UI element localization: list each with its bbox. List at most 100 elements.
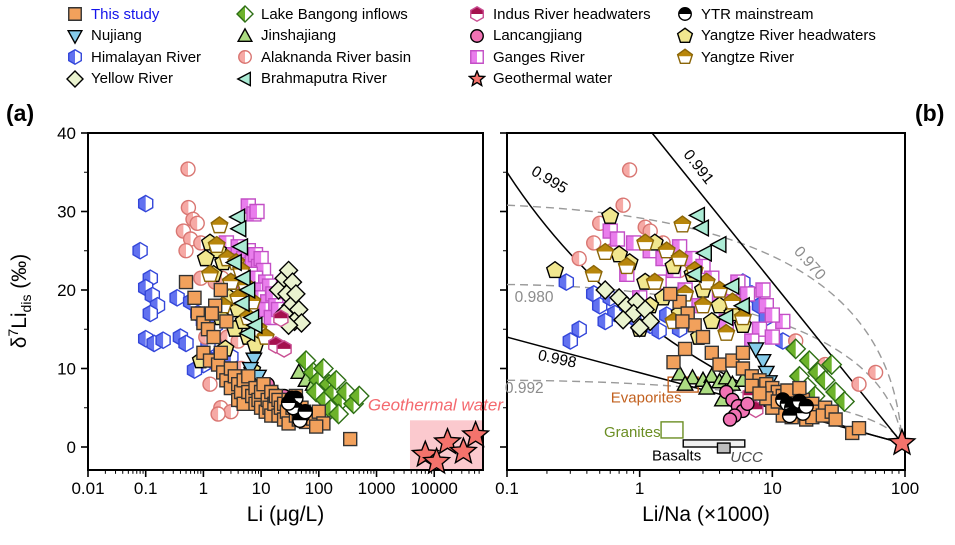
lancangjiang-marker-icon	[470, 28, 484, 43]
data-point-geothermal-water	[887, 427, 917, 456]
data-point-this-study	[178, 274, 194, 290]
legend-label: Lancangjiang	[493, 27, 583, 45]
data-point-alaknanda-river-basin	[867, 364, 884, 381]
line-label-0.998: 0.998	[536, 347, 577, 372]
data-point-this-study	[206, 329, 221, 345]
x-tick-label: 100	[305, 479, 333, 498]
legend-label: This study	[91, 5, 160, 23]
data-point-yangtze-river	[676, 48, 694, 65]
ganges-river-marker-icon	[470, 50, 484, 65]
legend-item-jinshajiang: Jinshajiang	[236, 26, 336, 46]
legend-label: Lake Bangong inflows	[261, 5, 408, 23]
data-point-himalayan-river	[178, 334, 194, 353]
data-point-lake-bangong-inflows	[348, 385, 370, 407]
series-yellow-river-b	[595, 280, 661, 338]
data-point-alaknanda-river-basin	[178, 243, 194, 259]
series-brahmaputra-river-a	[224, 207, 263, 343]
data-point-jinshajiang	[697, 378, 716, 395]
legend-label: Yangtze River headwaters	[701, 27, 876, 45]
y-tick-label: 30	[57, 202, 76, 221]
yellow-river-marker-icon	[66, 69, 84, 88]
data-point-this-study	[712, 357, 727, 372]
data-point-ganges-river	[764, 329, 780, 345]
y-axis-title: δ7Lidis (‰)	[5, 254, 34, 349]
data-point-this-study	[792, 380, 807, 396]
data-point-alaknanda-river-basin	[180, 161, 196, 177]
legend-label: Himalayan River	[91, 48, 202, 66]
data-point-himalayan-river	[155, 331, 171, 350]
data-point-himalayan-river	[571, 320, 587, 339]
x-tick-label: 0.1	[134, 479, 158, 498]
data-point-himalayan-river	[597, 312, 613, 331]
x-axis-title-b: Li/Na (×1000)	[642, 503, 770, 526]
ytr-mainstream-marker-icon	[678, 7, 692, 21]
data-point-brahmaputra-river	[245, 316, 263, 335]
jinshajiang-marker-icon	[236, 26, 254, 42]
data-point-jinshajiang	[676, 374, 694, 391]
mixing-curve-0.970	[506, 204, 903, 444]
series-geothermal-water-a	[410, 419, 491, 475]
data-point-nujiang	[245, 352, 263, 369]
x-tick-label: 10	[763, 479, 782, 498]
data-point-this-study	[241, 369, 256, 384]
legend-item-geothermal-water: Geothermal water	[468, 69, 612, 89]
data-point-yangtze-river	[697, 272, 716, 290]
data-point-alaknanda-river-basin	[189, 215, 205, 231]
legend-label: Alaknanda River basin	[261, 48, 412, 66]
data-point-yangtze-river	[693, 296, 713, 314]
ucc-box	[716, 442, 731, 454]
legend-item-this-study: This study	[66, 4, 159, 24]
brahmaputra-river-marker-icon	[236, 71, 252, 87]
data-point-alaknanda-river-basin	[571, 250, 587, 267]
data-point-ganges-river	[739, 286, 756, 302]
series-geothermal-water-b	[887, 427, 917, 456]
data-point-ganges-river	[764, 307, 780, 323]
data-point-brahmaputra-river	[709, 235, 727, 254]
curve-label-0.992: 0.992	[505, 380, 544, 397]
x-tick-label: 1	[635, 479, 644, 498]
plot-border-a	[87, 132, 484, 471]
data-point-brahmaputra-river	[732, 296, 750, 315]
data-point-brahmaputra-river	[694, 244, 712, 263]
data-point-this-study	[213, 282, 229, 298]
nujiang-marker-icon	[66, 29, 84, 45]
data-point-yangtze-river	[717, 323, 736, 341]
data-point-geothermal-water	[421, 446, 452, 475]
data-point-jinshajiang	[236, 26, 254, 42]
y-tick-label: 0	[67, 438, 76, 457]
data-point-ytr-mainstream	[798, 398, 814, 414]
data-point-this-study	[219, 314, 234, 329]
data-point-himalayan-river	[68, 49, 82, 66]
data-point-brahmaputra-river	[716, 308, 734, 327]
yangtze-river-headwaters-marker-icon	[676, 26, 694, 43]
legend-item-indus-river-headwaters: Indus River headwaters	[468, 4, 651, 24]
geothermal-water-marker-icon	[468, 69, 486, 87]
legend-item-himalayan-river: Himalayan River	[66, 47, 201, 67]
data-point-yellow-river	[595, 280, 616, 300]
data-point-ytr-mainstream	[297, 404, 313, 420]
data-point-jinshajiang	[702, 366, 721, 383]
data-point-himalayan-river	[132, 241, 148, 260]
data-point-this-study	[204, 306, 220, 321]
data-point-lake-bangong-inflows	[798, 350, 820, 372]
basalts-label: Basalts	[652, 448, 701, 465]
data-point-yangtze-river-headwaters	[702, 311, 721, 330]
data-point-this-study	[828, 412, 843, 427]
data-point-alaknanda-river-basin	[210, 406, 226, 422]
curve-label-0.980: 0.980	[515, 289, 554, 306]
data-point-alaknanda-river-basin	[202, 376, 218, 392]
data-point-lake-bangong-inflows	[305, 381, 327, 403]
y-tick-label: 20	[57, 281, 76, 300]
data-point-lancangjiang	[740, 396, 755, 411]
data-point-yellow-river	[291, 313, 312, 333]
series-alaknanda-river-basin-a	[175, 161, 249, 422]
data-point-yangtze-river	[200, 264, 220, 283]
y-tick-label: 40	[57, 124, 76, 143]
himalayan-river-marker-icon	[68, 49, 82, 66]
evaporites-label: Evaporites	[611, 390, 682, 407]
legend-item-nujiang: Nujiang	[66, 26, 142, 46]
data-point-geothermal-water	[448, 436, 479, 465]
data-point-brahmaputra-river	[691, 218, 710, 238]
data-point-brahmaputra-river	[722, 277, 740, 296]
series-lancangjiang-b	[719, 384, 755, 427]
